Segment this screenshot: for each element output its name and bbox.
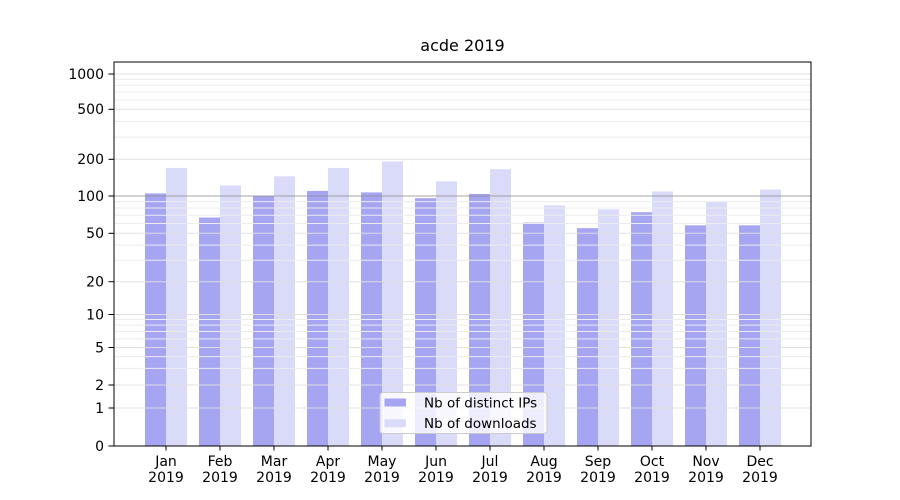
y-tick-label-500: 500 — [77, 102, 104, 118]
plot-border — [113, 61, 812, 447]
x-tick-label-month-mar: Mar — [261, 454, 288, 470]
x-tick-label-month-jul: Jul — [481, 454, 499, 470]
bar-distinct-ips-oct — [631, 212, 652, 446]
y-tick-label-2: 2 — [95, 378, 104, 394]
x-tick-label-month-jun: Jun — [424, 454, 447, 470]
bar-downloads-jul — [490, 169, 511, 446]
bar-distinct-ips-dec — [739, 225, 760, 446]
bar-distinct-ips-nov — [685, 225, 706, 446]
legend-box — [379, 392, 548, 434]
bar-downloads-mar — [274, 176, 295, 447]
bar-downloads-jun — [436, 181, 457, 446]
bar-distinct-ips-mar — [253, 196, 274, 446]
x-tick-label-year-jun: 2019 — [418, 470, 454, 486]
bar-downloads-sep — [598, 209, 619, 446]
axes-layer: 01251020501002005001000Jan2019Feb2019Mar… — [68, 67, 777, 486]
x-tick-label-month-sep: Sep — [585, 454, 612, 470]
grid-layer — [114, 73, 811, 409]
legend: Nb of distinct IPs Nb of downloads — [379, 392, 548, 434]
legend-label-distinct-ips: Nb of distinct IPs — [424, 395, 537, 411]
legend-label-downloads: Nb of downloads — [424, 416, 537, 432]
y-tick-label-50: 50 — [86, 226, 104, 242]
y-tick-label-10: 10 — [86, 307, 104, 323]
bar-distinct-ips-aug — [523, 222, 544, 446]
x-tick-label-year-sep: 2019 — [580, 470, 616, 486]
bar-distinct-ips-sep — [577, 228, 598, 446]
x-tick-label-month-apr: Apr — [316, 454, 340, 470]
x-tick-label-year-may: 2019 — [364, 470, 400, 486]
y-tick-label-0: 0 — [95, 439, 104, 455]
y-tick-label-5: 5 — [95, 340, 104, 356]
x-tick-label-month-nov: Nov — [692, 454, 719, 470]
x-tick-label-year-aug: 2019 — [526, 470, 562, 486]
bar-distinct-ips-apr — [307, 190, 328, 446]
chart-title: acde 2019 — [420, 36, 504, 55]
bar-downloads-oct — [652, 191, 673, 446]
x-tick-label-year-jul: 2019 — [472, 470, 508, 486]
bar-downloads-jan — [166, 167, 187, 446]
x-tick-label-year-dec: 2019 — [742, 470, 778, 486]
bar-downloads-nov — [706, 201, 727, 446]
x-tick-label-year-feb: 2019 — [202, 470, 238, 486]
x-tick-label-year-oct: 2019 — [634, 470, 670, 486]
x-tick-label-year-nov: 2019 — [688, 470, 724, 486]
bar-downloads-may — [382, 161, 403, 446]
bar-downloads-apr — [328, 167, 349, 446]
x-tick-label-year-jan: 2019 — [148, 470, 184, 486]
y-tick-label-1000: 1000 — [68, 67, 104, 83]
bar-downloads-dec — [760, 189, 781, 446]
legend-swatch-downloads — [384, 419, 406, 428]
y-tick-label-1: 1 — [95, 401, 104, 417]
y-tick-label-20: 20 — [86, 275, 104, 291]
x-tick-label-year-mar: 2019 — [256, 470, 292, 486]
x-tick-label-month-oct: Oct — [640, 454, 665, 470]
bar-downloads-feb — [220, 185, 241, 446]
x-tick-label-month-jan: Jan — [154, 454, 177, 470]
x-tick-label-month-may: May — [368, 454, 397, 470]
bar-downloads-aug — [544, 205, 565, 446]
x-tick-label-year-apr: 2019 — [310, 470, 346, 486]
x-tick-label-month-aug: Aug — [530, 454, 557, 470]
x-tick-label-month-feb: Feb — [208, 454, 233, 470]
legend-swatch-distinct-ips — [384, 398, 406, 407]
x-tick-label-month-dec: Dec — [746, 454, 773, 470]
y-tick-label-200: 200 — [77, 152, 104, 168]
y-tick-label-100: 100 — [77, 189, 104, 205]
